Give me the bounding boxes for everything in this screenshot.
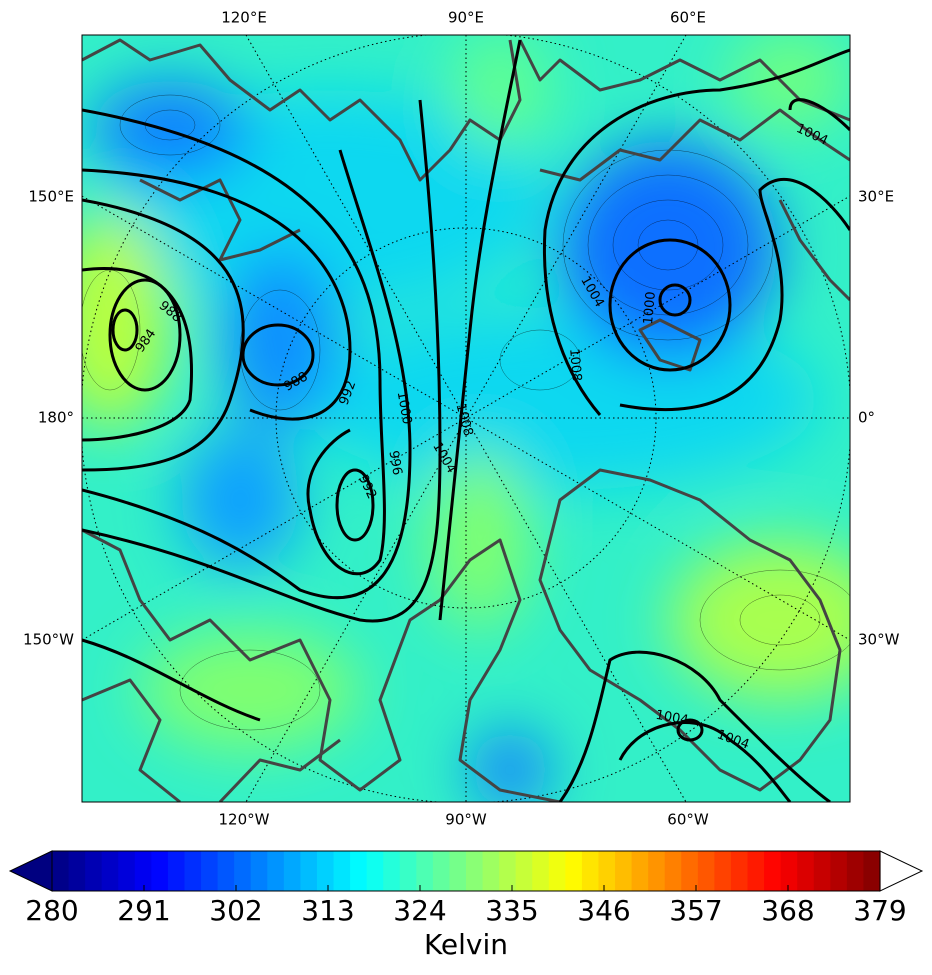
geo-label: 120°E [221,9,267,27]
colorbar-step [747,851,765,891]
colorbar-tick-label: 335 [485,894,538,927]
geo-label: 150°W [23,631,74,649]
colorbar: 280 291 302 313 324 335 346 357 368 379 [8,850,924,927]
geo-label: 180° [38,409,74,427]
colorbar-step [697,851,715,891]
colorbar-step [515,851,533,891]
contour-label: 1008 [566,348,584,382]
colorbar-step [565,851,583,891]
colorbar-step [449,851,467,891]
colorbar-tick-label: 302 [209,894,262,927]
colorbar-tick-label: 291 [117,894,170,927]
geo-label: 150°E [28,188,74,206]
colorbar-tick-label: 357 [669,894,722,927]
colorbar-tick-label: 313 [301,894,354,927]
colorbar-step [167,851,186,891]
colorbar-step [267,851,285,891]
colorbar-step [184,851,202,891]
geo-label: 0° [858,409,875,427]
colorbar-tick-label: 346 [577,894,630,927]
geo-label: 90°E [448,9,484,27]
geo-label: 90°W [445,811,487,829]
colorbar-step [68,851,86,891]
colorbar-step [201,851,219,891]
colorbar-step [780,851,798,891]
colorbar-step [730,851,749,891]
colorbar-step [101,851,119,891]
colorbar-tick-label: 324 [393,894,446,927]
colorbar-step [615,851,633,891]
geo-label: 60°E [670,9,706,27]
colorbar-step [482,851,500,891]
colorbar-extend-high [879,850,924,892]
contour-label: 1004 [654,708,689,729]
colorbar-step [648,851,666,891]
geo-label: 30°E [858,188,894,206]
colorbar-step [134,851,152,891]
colorbar-step [797,851,815,891]
colorbar-step [764,851,782,891]
geo-label: 60°W [667,811,709,829]
colorbar-step [581,851,600,891]
colorbar-label: Kelvin [424,928,508,961]
colorbar-step [316,851,335,891]
colorbar-step [234,851,252,891]
colorbar-step [631,851,649,891]
colorbar-tick-label: 368 [761,894,814,927]
colorbar-step [151,851,169,891]
colorbar-step [813,851,831,891]
colorbar-step [333,851,351,891]
colorbar-step [52,851,70,891]
contour-label: 1000 [394,390,415,425]
colorbar-step [598,851,616,891]
colorbar-step [548,851,566,891]
colorbar-step [466,851,484,891]
colorbar-frame [51,850,881,892]
colorbar-step [300,851,318,891]
contour-label: 996 [385,449,404,476]
colorbar-extend-low [8,850,53,892]
contour-label: 1000 [641,291,659,325]
colorbar-step [416,851,434,891]
colorbar-step [432,851,451,891]
colorbar-step [350,851,368,891]
colorbar-step [830,851,848,891]
colorbar-step [383,851,401,891]
colorbar-step [681,851,699,891]
colorbar-step [846,851,865,891]
colorbar-step [217,851,235,891]
geo-label: 120°W [219,811,270,829]
colorbar-step [118,851,136,891]
colorbar-step [399,851,417,891]
colorbar-tick-label: 379 [853,894,906,927]
colorbar-step [714,851,732,891]
colorbar-step [283,851,301,891]
colorbar-step [85,851,103,891]
geo-label: 30°W [858,631,900,649]
colorbar-step [863,851,881,891]
colorbar-tick-label: 280 [25,894,78,927]
colorbar-step [664,851,682,891]
colorbar-step [250,851,268,891]
colorbar-step [532,851,550,891]
map-frame [81,34,851,803]
colorbar-step [366,851,384,891]
colorbar-step [499,851,517,891]
